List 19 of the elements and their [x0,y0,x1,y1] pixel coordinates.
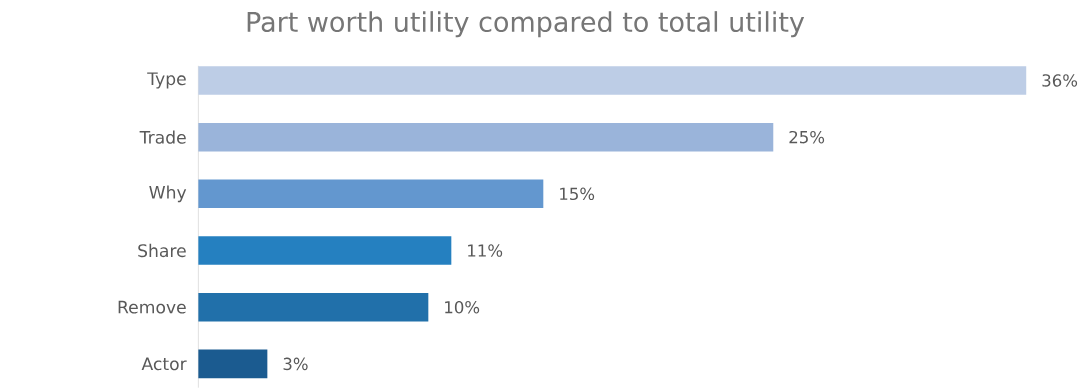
y-tick-label: Why [149,185,187,203]
bar [198,236,452,265]
bar [198,122,774,152]
bar [198,292,429,322]
data-label: 36% [1042,74,1078,87]
chart-title: Part worth utility compared to total utility [247,11,805,38]
bar [198,66,1027,95]
data-label: 3% [283,357,308,371]
data-label: 10% [445,300,480,314]
y-tick-label: Remove [118,300,186,314]
data-label: 15% [560,187,595,201]
bar [198,349,268,379]
y-tick-label: Type [147,72,186,89]
data-label: 25% [789,130,825,144]
y-tick-label: Trade [139,130,186,144]
data-label: 11% [468,244,503,257]
bar [198,179,544,209]
y-tick-label: Actor [141,357,187,371]
y-tick-label: Share [138,243,186,258]
